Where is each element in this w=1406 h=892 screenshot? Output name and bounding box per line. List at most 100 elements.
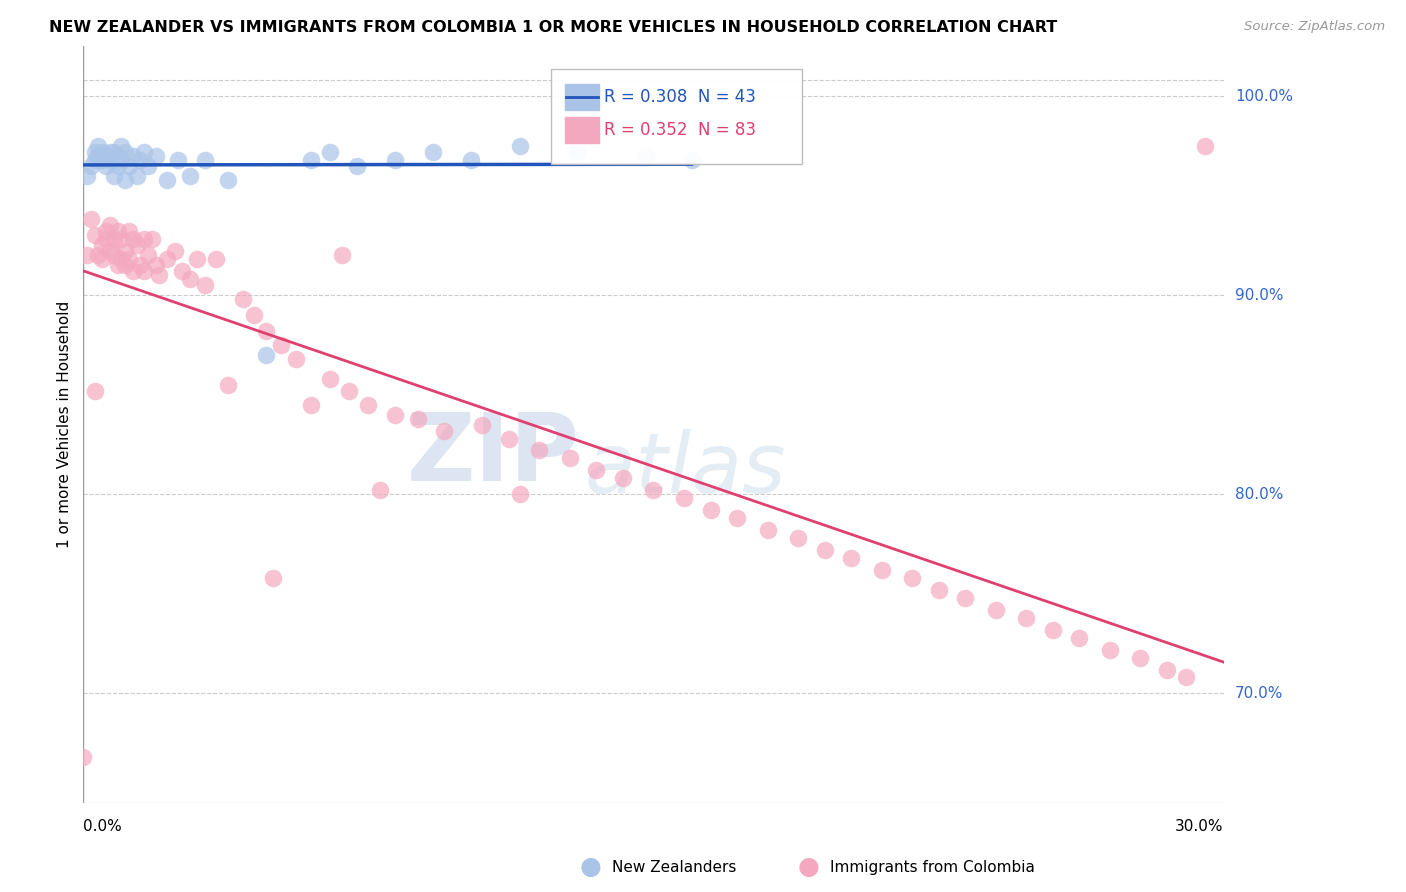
Point xyxy=(98,145,121,159)
Point xyxy=(928,582,950,597)
Point xyxy=(76,169,98,183)
Point xyxy=(87,138,110,153)
Point xyxy=(114,145,136,159)
Point xyxy=(94,224,117,238)
Point xyxy=(368,483,391,498)
Point xyxy=(110,153,132,167)
Point xyxy=(699,503,721,517)
Point xyxy=(91,252,114,267)
Point xyxy=(186,252,208,267)
Point xyxy=(132,232,155,246)
Point xyxy=(129,258,152,272)
Point xyxy=(319,372,342,386)
Point xyxy=(103,169,125,183)
Point xyxy=(132,145,155,159)
Point xyxy=(179,169,201,183)
Point xyxy=(498,432,520,446)
Point xyxy=(217,377,239,392)
Text: 90.0%: 90.0% xyxy=(1234,287,1284,302)
Text: ●: ● xyxy=(797,855,820,879)
Point xyxy=(813,543,835,558)
Point xyxy=(98,219,121,233)
Point xyxy=(94,149,117,163)
Point xyxy=(107,224,129,238)
Point xyxy=(205,252,228,267)
Point xyxy=(103,248,125,262)
Point xyxy=(83,228,105,243)
Point xyxy=(725,511,748,525)
Point xyxy=(346,159,368,173)
Point xyxy=(167,153,190,167)
Point xyxy=(254,324,277,338)
Point xyxy=(384,408,406,422)
Point xyxy=(107,258,129,272)
Point xyxy=(94,159,117,173)
Text: 100.0%: 100.0% xyxy=(1234,88,1294,103)
Point xyxy=(163,244,186,259)
Point xyxy=(299,153,322,167)
FancyBboxPatch shape xyxy=(551,69,801,163)
Point xyxy=(643,483,665,498)
Point xyxy=(118,252,141,267)
Point xyxy=(129,153,152,167)
Point xyxy=(529,443,551,458)
Point xyxy=(870,563,893,577)
Point xyxy=(87,248,110,262)
Point xyxy=(285,351,308,366)
FancyBboxPatch shape xyxy=(565,118,599,143)
Point xyxy=(136,159,159,173)
Point xyxy=(433,424,456,438)
FancyBboxPatch shape xyxy=(565,84,599,110)
Point xyxy=(98,153,121,167)
Text: R = 0.352  N = 83: R = 0.352 N = 83 xyxy=(605,121,756,139)
Point xyxy=(1069,631,1091,645)
Text: ●: ● xyxy=(579,855,602,879)
Text: Source: ZipAtlas.com: Source: ZipAtlas.com xyxy=(1244,20,1385,33)
Point xyxy=(121,232,143,246)
Point xyxy=(136,248,159,262)
Point xyxy=(406,411,429,425)
Point xyxy=(672,491,695,506)
Point xyxy=(125,169,148,183)
Point xyxy=(145,258,167,272)
Point xyxy=(558,451,581,466)
Point xyxy=(984,603,1007,617)
Point xyxy=(118,159,141,173)
Point xyxy=(156,172,179,186)
Point xyxy=(1174,671,1197,685)
Text: Immigrants from Colombia: Immigrants from Colombia xyxy=(830,860,1035,874)
Point xyxy=(87,149,110,163)
Point xyxy=(121,149,143,163)
Point xyxy=(1015,611,1038,625)
Text: NEW ZEALANDER VS IMMIGRANTS FROM COLOMBIA 1 OR MORE VEHICLES IN HOUSEHOLD CORREL: NEW ZEALANDER VS IMMIGRANTS FROM COLOMBI… xyxy=(49,20,1057,35)
Point xyxy=(953,591,976,605)
Point xyxy=(612,471,634,485)
Point xyxy=(179,272,201,286)
Point xyxy=(156,252,179,267)
Point xyxy=(901,571,924,585)
Point xyxy=(1129,650,1152,665)
Point xyxy=(114,172,136,186)
Point xyxy=(337,384,360,398)
Point xyxy=(145,149,167,163)
Point xyxy=(460,153,482,167)
Point xyxy=(91,153,114,167)
Point xyxy=(91,238,114,252)
Point xyxy=(125,238,148,252)
Point xyxy=(83,384,105,398)
Point xyxy=(110,252,132,267)
Point xyxy=(232,292,254,306)
Point xyxy=(567,145,589,159)
Point xyxy=(585,463,607,477)
Text: R = 0.308  N = 43: R = 0.308 N = 43 xyxy=(605,88,756,106)
Point xyxy=(110,232,132,246)
Point xyxy=(319,145,342,159)
Point xyxy=(254,348,277,362)
Point xyxy=(91,145,114,159)
Point xyxy=(1042,623,1064,637)
Point xyxy=(509,138,531,153)
Text: atlas: atlas xyxy=(585,429,787,510)
Text: 0.0%: 0.0% xyxy=(83,819,122,834)
Point xyxy=(94,232,117,246)
Point xyxy=(72,750,94,764)
